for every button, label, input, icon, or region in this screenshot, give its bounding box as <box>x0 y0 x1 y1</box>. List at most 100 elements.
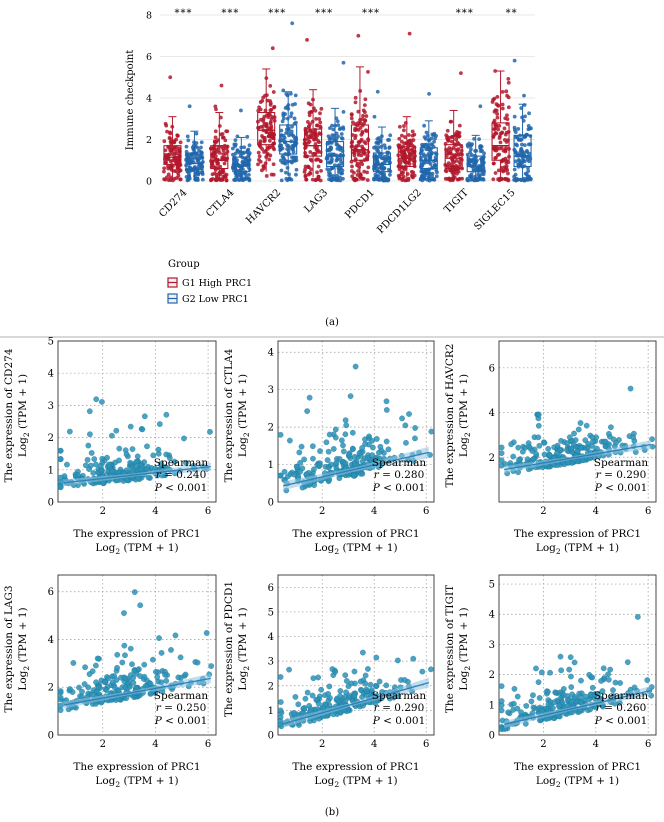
data-point <box>75 472 81 478</box>
data-point <box>424 170 429 175</box>
data-point <box>209 177 214 182</box>
data-point <box>474 159 478 164</box>
data-point <box>144 443 150 450</box>
data-point <box>364 129 369 133</box>
data-point <box>168 130 172 135</box>
data-point <box>353 133 358 138</box>
data-point <box>383 682 390 689</box>
y-tick-label: 2 <box>48 433 54 444</box>
y-tick-label: 2 <box>489 453 495 464</box>
data-point <box>373 436 380 442</box>
y-tick-label: 0 <box>268 498 274 509</box>
data-point <box>217 124 222 128</box>
data-point <box>351 668 358 675</box>
data-point <box>576 690 583 697</box>
box-body <box>163 145 182 165</box>
data-point <box>610 687 616 693</box>
x-tick-label: 4 <box>371 739 377 750</box>
data-point <box>342 431 349 438</box>
data-point <box>524 132 529 137</box>
data-point <box>316 462 323 469</box>
data-point <box>454 137 459 142</box>
box-CTLA4-low <box>230 108 252 183</box>
stat-r: r = 0.260 <box>596 702 647 714</box>
data-point <box>186 169 191 174</box>
data-point <box>587 692 594 698</box>
data-point <box>552 689 559 696</box>
data-point <box>550 705 556 711</box>
x-tick-label: 4 <box>593 506 599 517</box>
data-point <box>342 672 349 679</box>
box-HAVCR2-high <box>256 46 277 178</box>
data-point <box>566 666 573 673</box>
data-point <box>317 117 322 121</box>
data-point <box>305 38 309 42</box>
stat-p: P < 0.001 <box>594 715 648 727</box>
data-point <box>429 142 434 146</box>
x-axis-subtitle: Log2 (TPM + 1) <box>314 775 397 789</box>
data-point <box>311 466 317 473</box>
data-point <box>383 438 390 445</box>
y-tick-label: 1 <box>268 706 274 717</box>
x-tick-label: 6 <box>645 506 651 517</box>
data-point <box>403 440 409 446</box>
regression-line <box>63 465 211 484</box>
data-point <box>527 151 531 156</box>
data-point <box>259 168 264 173</box>
data-point <box>88 450 95 456</box>
data-point <box>292 694 299 700</box>
data-point <box>304 689 311 696</box>
x-tick-label: 2 <box>100 506 106 517</box>
data-point <box>377 443 384 450</box>
x-axis-title: The expression of PRC1 <box>73 528 200 540</box>
data-point <box>127 423 134 430</box>
data-point <box>212 139 217 144</box>
data-point <box>513 130 518 135</box>
data-point <box>219 83 224 88</box>
data-point <box>87 431 93 438</box>
x-tick-label: LAG3 <box>302 187 330 215</box>
data-point <box>245 149 250 154</box>
data-point <box>400 178 405 183</box>
x-axis-title: The expression of PRC1 <box>292 528 419 540</box>
data-point <box>235 148 240 153</box>
data-point <box>478 104 483 109</box>
data-point <box>492 132 497 137</box>
data-point <box>535 679 542 686</box>
data-point <box>510 700 517 707</box>
data-point <box>103 687 110 693</box>
significance-label: ** <box>506 8 518 19</box>
data-point <box>530 456 537 463</box>
data-point <box>112 459 119 466</box>
box-body <box>279 124 298 155</box>
data-point <box>166 455 173 461</box>
data-point <box>545 446 552 452</box>
data-point <box>554 450 560 456</box>
box-body <box>350 124 369 161</box>
significance-label: *** <box>221 8 239 19</box>
box-body <box>397 146 416 168</box>
data-point <box>336 456 343 462</box>
data-point <box>449 119 454 124</box>
data-point <box>397 176 402 181</box>
data-point <box>309 443 316 450</box>
data-point <box>412 435 418 442</box>
data-point <box>360 649 366 656</box>
data-point <box>243 177 248 181</box>
data-point <box>212 171 217 176</box>
data-point <box>500 89 505 94</box>
data-point <box>168 75 173 80</box>
data-point <box>523 114 527 119</box>
data-point <box>330 157 334 161</box>
stat-p: P < 0.001 <box>154 482 208 494</box>
data-point <box>95 684 102 691</box>
data-point <box>318 111 322 116</box>
data-point <box>558 667 565 674</box>
data-point <box>571 430 577 437</box>
x-tick-label: 6 <box>645 739 651 750</box>
data-point <box>57 702 64 709</box>
data-point <box>495 115 500 120</box>
data-point <box>67 686 73 692</box>
data-point <box>428 155 433 160</box>
panel-label-a: (a) <box>325 317 339 328</box>
